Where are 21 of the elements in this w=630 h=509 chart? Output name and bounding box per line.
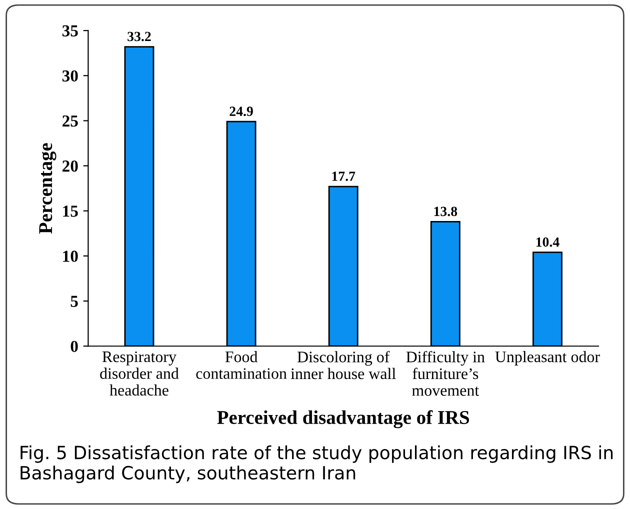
data-label: 33.2 [128, 32, 151, 42]
x-tick-label: Unpleasant odor [495, 350, 600, 366]
x-tick-label: Difficulty in furniture’s movement [406, 350, 485, 396]
y-tick-label: 10 [63, 250, 78, 262]
x-axis-title: Perceived disadvantage of IRS [217, 410, 470, 428]
x-tick-label: Respiratory disorder and headache [100, 351, 179, 396]
y-tick-label: 5 [70, 296, 78, 307]
x-tick-label: Discoloring of inner house wall [290, 350, 396, 380]
caption: Fig. 5 Dissatisfaction rate of the study population regarding IRS in Bashagard County, southeastern Iran [20, 445, 613, 484]
y-tick-label: 30 [62, 70, 78, 82]
y-tick-label: 0 [70, 340, 78, 352]
y-axis-title: Percentage [39, 143, 56, 234]
data-label: 10.4 [536, 237, 560, 247]
y-tick-label: 25 [62, 115, 78, 127]
data-label: 24.9 [230, 106, 253, 116]
data-label: 17.7 [332, 172, 356, 181]
y-tick-label: 35 [62, 25, 78, 36]
y-tick-label: 15 [63, 206, 78, 217]
x-tick-label: Food contamination [196, 350, 287, 379]
y-tick-label: 20 [62, 160, 78, 172]
data-label: 13.8 [434, 206, 458, 216]
